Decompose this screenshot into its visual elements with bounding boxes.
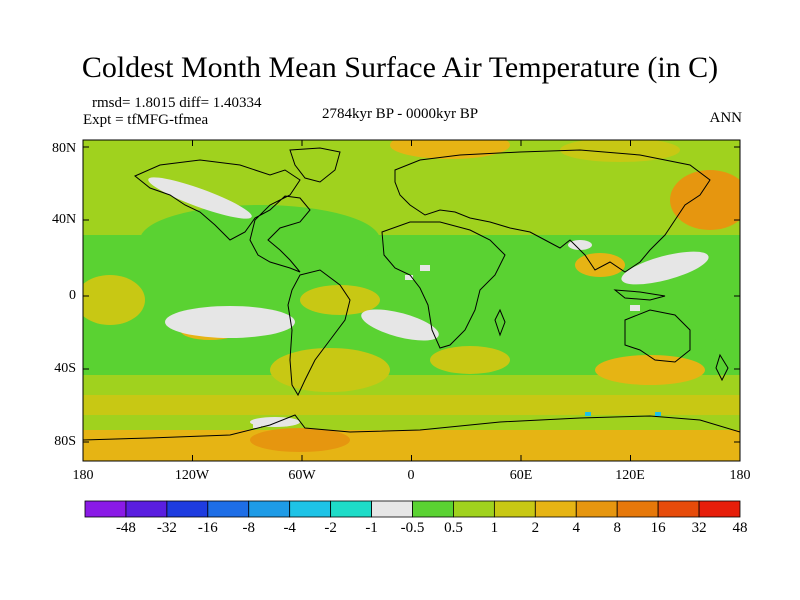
colorbar-swatch — [412, 500, 454, 518]
africa-outline — [381, 221, 506, 349]
colorbar-label: 8 — [613, 520, 621, 536]
y-tick-label: 40N — [52, 212, 77, 227]
cool-spot — [655, 412, 661, 416]
colorbar-label: -48 — [115, 520, 136, 536]
atlantic-warm-patch — [300, 285, 380, 315]
x-tick-label: 60W — [288, 468, 316, 483]
colorbar-swatch — [330, 500, 372, 518]
map-field — [83, 140, 740, 461]
arctic-warm-patch — [390, 140, 510, 159]
greenland-outline — [289, 147, 341, 183]
neutral-region — [568, 240, 592, 250]
neutral-region — [148, 177, 252, 219]
madagascar-outline — [494, 308, 506, 337]
s-indian-warm-patch — [430, 346, 510, 374]
neutral-region — [253, 423, 261, 428]
new-zealand-outline — [715, 353, 729, 382]
colorbar-label: 2 — [531, 520, 540, 536]
colorbar-label: 1 — [490, 520, 499, 536]
australia-outline — [624, 309, 691, 363]
colorbar-swatch — [84, 500, 127, 518]
antarctica-outline — [83, 414, 740, 441]
colorbar-label: -2 — [324, 520, 337, 536]
neutral-region — [420, 265, 430, 271]
south-asia-warm-patch — [575, 253, 625, 277]
neutral-region — [630, 305, 640, 311]
colorbar-swatch — [534, 500, 577, 518]
colorbar-label: 16 — [650, 520, 666, 536]
colorbar-swatch — [289, 500, 332, 518]
south-america-outline — [287, 269, 351, 397]
x-tick-label: 60E — [509, 468, 533, 483]
neutral-region — [621, 251, 709, 285]
n-pacific-field — [140, 205, 380, 275]
colorbar-label: -32 — [156, 520, 177, 536]
colorbar-swatch — [166, 500, 209, 518]
maritime-continent-outline — [613, 289, 666, 301]
page-title: Coldest Month Mean Surface Air Temperatu… — [81, 51, 719, 84]
colorbar-label: -8 — [242, 520, 256, 536]
colorbar-swatch — [207, 500, 250, 518]
eurasia-outline — [394, 149, 711, 273]
nw-pacific-warm-patch — [670, 170, 740, 230]
neutral-region — [250, 417, 300, 427]
period-label: 2784kyr BP - 0000kyr BP — [321, 106, 479, 122]
southern-ocean-band — [83, 395, 740, 415]
season-label: ANN — [709, 110, 743, 126]
stats-label: rmsd= 1.8015 diff= 1.40334 — [92, 95, 262, 111]
s-ocean-warm-patch — [595, 355, 705, 385]
colorbar-label: -4 — [283, 520, 296, 536]
neutral-region — [405, 275, 413, 280]
x-tick-label: 0 — [407, 468, 415, 483]
colorbar-swatch — [616, 500, 659, 518]
x-tick-label: 120W — [174, 468, 210, 483]
neutral-region — [165, 306, 295, 338]
colorbar-swatch — [248, 500, 291, 518]
colorbar-label: 0.5 — [444, 520, 463, 536]
x-tick-label: 180 — [729, 468, 751, 483]
north-america-outline — [134, 159, 311, 273]
colorbar-swatch — [125, 500, 168, 518]
colorbar — [84, 500, 741, 518]
colorbar-label: 32 — [691, 520, 707, 536]
x-tick-label: 120E — [615, 468, 645, 483]
colorbar-label: -0.5 — [400, 520, 425, 536]
colorbar-label: 4 — [572, 520, 581, 536]
coastlines — [83, 147, 740, 441]
experiment-label: Expt = tfMFG-tfmea — [83, 112, 209, 128]
antarctic-warm-patch — [250, 428, 350, 452]
y-tick-label: 40S — [54, 361, 76, 376]
y-tick-label: 80N — [52, 141, 77, 156]
colorbar-swatch — [575, 500, 618, 518]
colorbar-label: -1 — [365, 520, 378, 536]
colorbar-swatch — [493, 500, 536, 518]
colorbar-label: 48 — [732, 520, 748, 536]
axis-ticks — [82, 140, 741, 461]
colorbar-label: -16 — [197, 520, 218, 536]
x-tick-label: 180 — [72, 468, 94, 483]
cool-spot — [585, 412, 591, 416]
colorbar-swatch — [698, 500, 741, 518]
colorbar-swatch — [371, 500, 413, 518]
y-tick-label: 80S — [54, 434, 76, 449]
s-atlantic-warm-patch — [270, 348, 390, 392]
y-tick-label: 0 — [69, 288, 76, 303]
colorbar-swatch — [453, 500, 495, 518]
neutral-region — [361, 309, 439, 341]
pacific-warm-patch — [83, 275, 145, 325]
colorbar-swatch — [657, 500, 700, 518]
